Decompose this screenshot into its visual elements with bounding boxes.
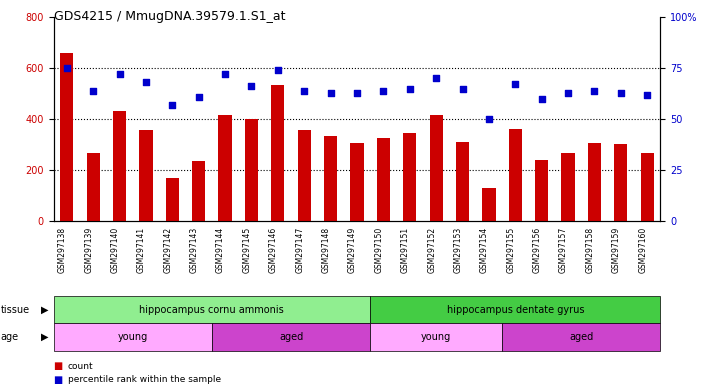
- Point: [166, 102, 178, 108]
- Text: aged: aged: [569, 332, 593, 342]
- Bar: [370, 296, 660, 323]
- Bar: [535, 160, 548, 221]
- Point: [510, 81, 521, 88]
- Bar: [483, 188, 496, 221]
- Bar: [614, 144, 628, 221]
- Text: GSM297141: GSM297141: [137, 227, 146, 273]
- Point: [536, 96, 548, 102]
- Point: [483, 116, 495, 122]
- Point: [219, 71, 231, 77]
- Bar: [139, 131, 153, 221]
- Point: [351, 89, 363, 96]
- Text: hippocampus dentate gyrus: hippocampus dentate gyrus: [446, 305, 584, 314]
- Bar: [298, 131, 311, 221]
- Text: aged: aged: [279, 332, 303, 342]
- Bar: [456, 142, 469, 221]
- Text: ■: ■: [54, 375, 63, 384]
- Point: [114, 71, 125, 77]
- Text: GSM297150: GSM297150: [374, 227, 383, 273]
- Point: [61, 65, 72, 71]
- Bar: [245, 119, 258, 221]
- Text: ▶: ▶: [41, 305, 49, 314]
- Bar: [218, 115, 231, 221]
- Bar: [502, 323, 660, 351]
- Bar: [60, 53, 74, 221]
- Bar: [86, 153, 100, 221]
- Text: GSM297149: GSM297149: [348, 227, 357, 273]
- Bar: [271, 85, 284, 221]
- Bar: [166, 177, 179, 221]
- Text: tissue: tissue: [1, 305, 30, 314]
- Point: [246, 83, 257, 89]
- Bar: [113, 111, 126, 221]
- Point: [457, 86, 468, 92]
- Point: [378, 88, 389, 94]
- Text: GSM297146: GSM297146: [269, 227, 278, 273]
- Text: GSM297155: GSM297155: [506, 227, 516, 273]
- Point: [298, 88, 310, 94]
- Bar: [403, 133, 416, 221]
- Text: GSM297158: GSM297158: [585, 227, 595, 273]
- Text: GSM297145: GSM297145: [243, 227, 251, 273]
- Bar: [561, 153, 575, 221]
- Bar: [324, 136, 337, 221]
- Text: GSM297157: GSM297157: [559, 227, 568, 273]
- Text: GSM297143: GSM297143: [190, 227, 198, 273]
- Bar: [430, 115, 443, 221]
- Bar: [351, 143, 363, 221]
- Text: GSM297140: GSM297140: [111, 227, 119, 273]
- Text: count: count: [68, 362, 94, 371]
- Text: GSM297147: GSM297147: [295, 227, 304, 273]
- Bar: [508, 129, 522, 221]
- Text: GSM297148: GSM297148: [321, 227, 331, 273]
- Bar: [370, 323, 502, 351]
- Text: GSM297152: GSM297152: [427, 227, 436, 273]
- Text: ▶: ▶: [41, 332, 49, 342]
- Point: [563, 89, 574, 96]
- Text: GSM297154: GSM297154: [480, 227, 489, 273]
- Text: GSM297156: GSM297156: [533, 227, 542, 273]
- Text: GSM297151: GSM297151: [401, 227, 410, 273]
- Text: GSM297159: GSM297159: [612, 227, 621, 273]
- Text: ■: ■: [54, 361, 63, 371]
- Text: young: young: [421, 332, 451, 342]
- Text: percentile rank within the sample: percentile rank within the sample: [68, 375, 221, 384]
- Point: [642, 91, 653, 98]
- Text: GSM297160: GSM297160: [638, 227, 648, 273]
- Point: [325, 89, 336, 96]
- Point: [87, 88, 99, 94]
- Text: GSM297153: GSM297153: [453, 227, 463, 273]
- Bar: [640, 153, 654, 221]
- Text: GSM297139: GSM297139: [84, 227, 93, 273]
- Bar: [54, 323, 212, 351]
- Text: GSM297138: GSM297138: [58, 227, 66, 273]
- Text: hippocampus cornu ammonis: hippocampus cornu ammonis: [139, 305, 284, 314]
- Point: [272, 67, 283, 73]
- Bar: [212, 323, 370, 351]
- Point: [193, 94, 204, 100]
- Text: age: age: [1, 332, 19, 342]
- Point: [615, 89, 627, 96]
- Point: [140, 79, 151, 86]
- Text: GSM297142: GSM297142: [164, 227, 172, 273]
- Text: GDS4215 / MmugDNA.39579.1.S1_at: GDS4215 / MmugDNA.39579.1.S1_at: [54, 10, 285, 23]
- Point: [589, 88, 600, 94]
- Bar: [588, 143, 601, 221]
- Point: [404, 86, 416, 92]
- Bar: [192, 161, 206, 221]
- Bar: [377, 138, 390, 221]
- Bar: [54, 296, 370, 323]
- Text: young: young: [118, 332, 148, 342]
- Point: [431, 75, 442, 81]
- Text: GSM297144: GSM297144: [216, 227, 225, 273]
